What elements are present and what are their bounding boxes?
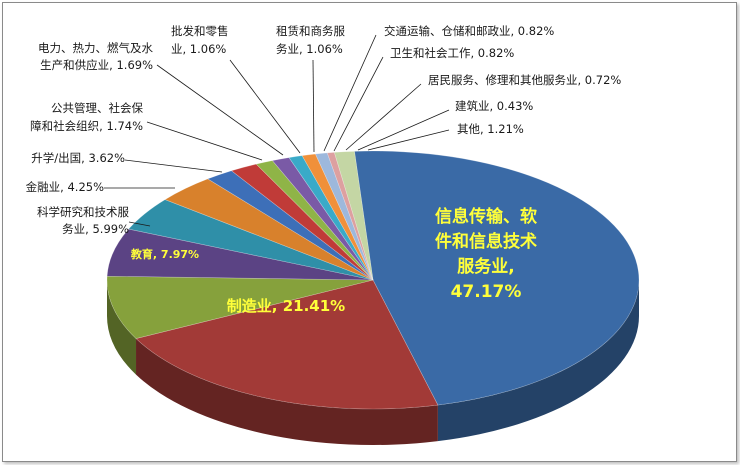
slice-8	[255, 160, 374, 281]
slice-label-11: 卫生和社会工作, 0.82%	[390, 46, 514, 60]
slice-label-line: 升学/出国, 3.62%	[31, 151, 125, 165]
leader-line-6	[146, 121, 263, 161]
slice-label-line: 制造业, 21.41%	[227, 297, 345, 315]
slice-label-line: 生产和供应业, 1.69%	[40, 58, 153, 72]
slice-label-line: 卫生和社会工作, 0.82%	[390, 46, 514, 60]
slice-side-0	[437, 280, 639, 442]
slice-0	[354, 150, 640, 406]
leader-line-3	[128, 221, 151, 227]
slice-6	[207, 170, 374, 281]
leader-line-7	[156, 64, 284, 156]
leader-lines	[104, 34, 450, 227]
slice-10	[288, 155, 374, 281]
slice-label-line: 信息传输、软	[435, 206, 537, 227]
slice-labels: 信息传输、软件和信息技术服务业, 47.17% 制造业, 21.41% 教育, 7.9…	[26, 24, 622, 315]
slice-label-7: 电力、热力、燃气及水生产和供应业, 1.69%	[38, 41, 153, 72]
pie-side-walls	[107, 280, 639, 445]
slice-1	[135, 279, 439, 410]
leader-line-13	[357, 109, 450, 151]
slice-14	[333, 151, 374, 281]
slice-label-line: 其他, 1.21%	[457, 122, 524, 136]
slice-label-line: 务业, 1.06%	[276, 42, 343, 56]
slice-3	[106, 228, 374, 281]
slice-label-line: 金融业, 4.25%	[26, 180, 104, 194]
slice-label-2: 教育, 7.97%	[130, 247, 199, 261]
slice-label-line: 租赁和商务服	[276, 24, 345, 38]
slice-label-4: 金融业, 4.25%	[26, 180, 104, 194]
slice-side-1	[136, 338, 438, 445]
leader-line-11	[333, 56, 384, 152]
slice-label-line: 教育, 7.97%	[130, 247, 199, 261]
slice-2	[106, 275, 374, 339]
slice-label-10: 交通运输、仓储和邮政业, 0.82%	[384, 24, 554, 38]
slice-label-8: 批发和零售业, 1.06%	[171, 24, 229, 56]
slice-7	[230, 163, 374, 281]
slice-side-2	[107, 280, 137, 375]
slice-9	[271, 157, 374, 281]
leader-line-5	[124, 159, 223, 173]
slice-label-line: 建筑业, 0.43%	[455, 99, 533, 113]
slice-label-line: 批发和零售	[171, 24, 229, 38]
slice-13	[326, 152, 374, 281]
slice-label-12: 居民服务、修理和其他服务业, 0.72%	[428, 73, 621, 87]
slice-12	[314, 152, 374, 281]
slice-label-9: 租赁和商务服务业, 1.06%	[276, 24, 345, 56]
slice-label-line: 47.17%	[451, 282, 522, 302]
leader-line-14	[367, 129, 450, 151]
slice-4	[128, 199, 374, 281]
slice-11	[301, 153, 374, 281]
slice-label-5: 升学/出国, 3.62%	[31, 151, 125, 165]
slice-5	[164, 178, 374, 281]
slice-label-line: 服务业,	[457, 256, 514, 277]
slice-label-line: 电力、热力、燃气及水	[38, 41, 153, 55]
leader-line-10	[323, 34, 377, 152]
slice-label-line: 件和信息技术	[435, 231, 537, 252]
slice-label-line: 交通运输、仓储和邮政业, 0.82%	[384, 24, 554, 38]
leader-line-8	[229, 59, 301, 154]
pie-top-slices	[106, 150, 640, 410]
leader-line-9	[312, 59, 315, 153]
leader-line-12	[345, 83, 422, 151]
slice-label-13: 建筑业, 0.43%	[455, 99, 533, 113]
slice-label-line: 业, 1.06%	[171, 42, 226, 56]
slice-label-line: 居民服务、修理和其他服务业, 0.72%	[428, 73, 621, 87]
slice-label-1: 制造业, 21.41%	[227, 297, 345, 315]
slice-label-0: 信息传输、软件和信息技术服务业, 47.17%	[435, 206, 537, 302]
slice-label-3: 科学研究和技术服务业, 5.99%	[37, 205, 129, 236]
slice-label-line: 科学研究和技术服	[37, 205, 129, 219]
slice-label-14: 其他, 1.21%	[457, 122, 524, 136]
slice-label-line: 务业, 5.99%	[62, 222, 129, 236]
slice-label-line: 障和社会组织, 1.74%	[30, 119, 143, 133]
slice-label-6: 公共管理、社会保障和社会组织, 1.74%	[30, 101, 143, 133]
slice-label-line: 公共管理、社会保	[51, 101, 143, 115]
